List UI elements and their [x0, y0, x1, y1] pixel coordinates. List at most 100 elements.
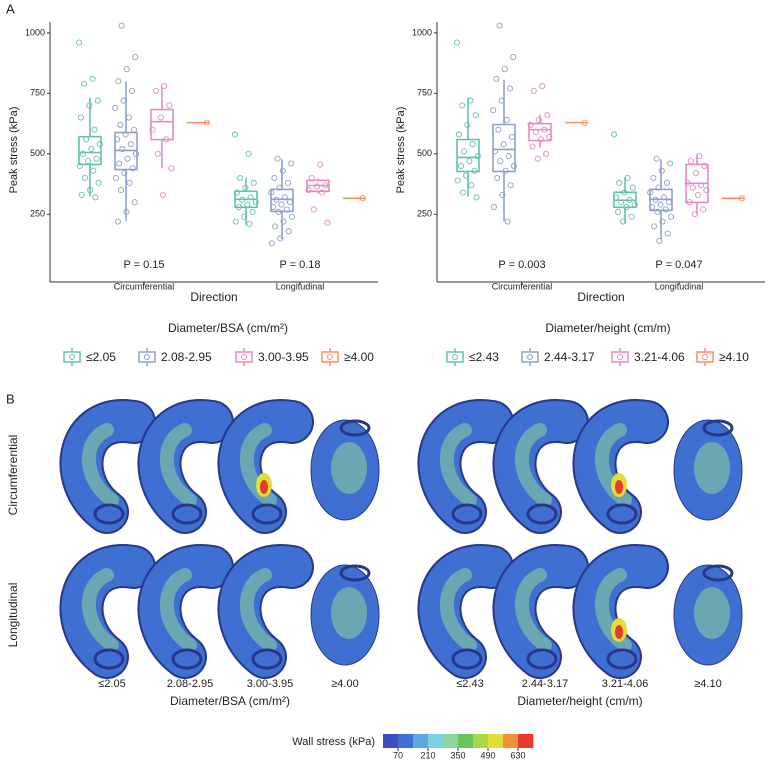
point: [657, 201, 664, 208]
legend-label: ≤2.05: [86, 350, 116, 364]
point: [81, 174, 88, 182]
point: [132, 54, 139, 61]
colorbar-cell: [518, 734, 534, 748]
point: [473, 194, 480, 201]
legend-key: [521, 351, 539, 363]
point: [472, 112, 479, 119]
legend-label: 3.00-3.95: [258, 350, 309, 364]
legend-key: [241, 354, 247, 360]
point: [313, 183, 321, 190]
point: [115, 78, 122, 85]
point: [152, 87, 159, 94]
aorta-hotspot: [615, 480, 623, 494]
point: [131, 199, 138, 206]
point: [123, 66, 130, 73]
point: [653, 155, 660, 162]
point: [457, 162, 465, 169]
point: [159, 191, 167, 198]
point: [663, 179, 671, 186]
colorbar-cell: [458, 734, 474, 748]
point: [83, 136, 90, 143]
point: [81, 80, 88, 87]
point: [529, 143, 536, 150]
point: [124, 155, 131, 162]
point: [474, 153, 481, 160]
aorta-render: [572, 399, 669, 534]
point: [495, 126, 502, 133]
point: [130, 126, 138, 133]
aorta-ring: [451, 503, 483, 525]
point: [125, 114, 132, 121]
point: [493, 75, 500, 82]
point: [161, 83, 168, 90]
point: [629, 184, 636, 191]
legend-label: ≤2.43: [469, 350, 499, 364]
point: [503, 116, 510, 124]
colorbar-cell: [503, 734, 519, 748]
point: [546, 133, 553, 140]
point: [91, 126, 98, 133]
row-label: Circumferential: [6, 435, 20, 516]
aorta-ring: [526, 503, 558, 525]
y-axis-label: Peak stress (kPa): [395, 107, 407, 194]
column-label: 2.44-3.17: [522, 678, 568, 690]
point: [504, 218, 511, 225]
legend-label: 3.21-4.06: [634, 350, 685, 364]
point: [77, 114, 85, 121]
colorbar-cell: [443, 734, 459, 748]
point: [616, 179, 623, 186]
point: [667, 160, 674, 167]
aorta-render: [572, 544, 669, 679]
group-label: Diameter/BSA (cm/m²): [170, 694, 290, 708]
y-tick-label: 500: [30, 148, 45, 158]
point: [659, 218, 666, 225]
y-tick-label: 1000: [412, 27, 432, 37]
point: [93, 155, 100, 162]
point: [539, 83, 546, 90]
y-tick-label: 1000: [25, 27, 45, 37]
aorta-ring: [93, 503, 125, 525]
y-tick-label: 250: [30, 209, 45, 219]
x-tick-label: Longitudinal: [276, 281, 325, 291]
colorbar-tick-label: 70: [393, 750, 403, 760]
aorta-patch: [81, 423, 119, 507]
aorta-ring: [339, 564, 371, 582]
point: [455, 131, 463, 138]
point: [166, 102, 173, 109]
point: [507, 182, 514, 189]
aorta-ring: [606, 503, 638, 525]
aorta-ring: [171, 648, 203, 670]
point: [75, 39, 83, 46]
y-axis-label: Peak stress (kPa): [8, 107, 20, 194]
aorta-render: [59, 544, 156, 679]
point: [157, 114, 165, 121]
aorta-render: [217, 399, 314, 534]
point: [121, 170, 128, 177]
point: [667, 213, 674, 220]
point: [508, 133, 516, 140]
group-label: Diameter/height (cm/m): [517, 694, 642, 708]
point: [119, 145, 126, 153]
aorta-ring: [702, 564, 734, 582]
box: [78, 135, 102, 166]
colorbar-tick-label: 210: [420, 750, 435, 760]
point: [650, 174, 657, 182]
point: [543, 150, 550, 157]
aorta-render: [492, 399, 589, 534]
legend-key: [696, 351, 714, 363]
point: [317, 161, 324, 168]
row-label: Longitudinal: [6, 583, 20, 648]
point: [614, 208, 622, 215]
point: [324, 219, 331, 226]
point: [494, 174, 501, 182]
point: [112, 104, 119, 111]
legend-key: [446, 351, 464, 363]
colorbar-cell: [428, 734, 444, 748]
x-tick-label: Circumferential: [114, 281, 175, 291]
point: [319, 189, 326, 196]
y-tick-label: 500: [417, 148, 432, 158]
aorta-patch: [331, 442, 367, 494]
point: [89, 75, 96, 82]
point: [232, 218, 239, 225]
